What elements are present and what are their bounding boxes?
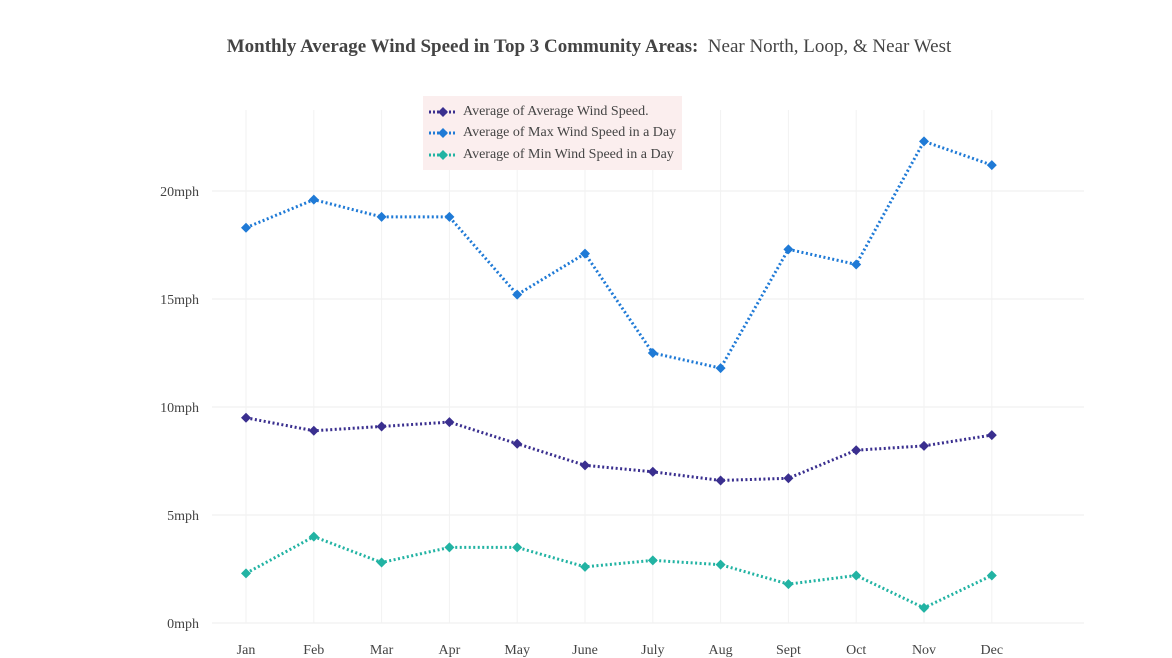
x-tick-label: July: [641, 643, 664, 658]
y-tick-label: 0mph: [167, 617, 199, 632]
chart-title: Monthly Average Wind Speed in Top 3 Comm…: [0, 36, 1172, 58]
data-point-marker: [986, 430, 997, 441]
y-axis-ticks: 0mph 5mph 10mph 15mph 20mph: [160, 185, 199, 632]
legend-swatch-average: [429, 107, 457, 117]
legend: Average of Average Wind Speed. Average o…: [423, 96, 682, 170]
data-point-marker: [444, 211, 455, 222]
legend-swatch-max: [429, 128, 457, 138]
data-point-marker: [241, 412, 251, 423]
data-point-marker: [851, 570, 862, 581]
data-point-marker: [376, 557, 387, 568]
legend-item-max[interactable]: Average of Max Wind Speed in a Day: [423, 123, 682, 143]
data-point-marker: [647, 466, 658, 477]
data-point-marker: [580, 460, 590, 471]
x-tick-label: June: [572, 643, 598, 658]
chart-title-bold: Monthly Average Wind Speed in Top 3 Comm…: [226, 36, 699, 57]
data-point-marker: [444, 417, 455, 428]
data-point-marker: [919, 136, 929, 147]
data-point-marker: [512, 542, 523, 553]
data-point-marker: [512, 438, 523, 449]
data-point-marker: [241, 568, 251, 579]
data-point-marker: [783, 579, 794, 590]
data-point-marker: [647, 555, 658, 566]
y-tick-label: 20mph: [160, 185, 199, 200]
series-line: [245, 139, 993, 370]
x-tick-label: Mar: [370, 643, 394, 658]
data-point-marker: [647, 348, 658, 358]
data-point-marker: [512, 289, 523, 300]
series-group: [241, 136, 997, 613]
x-tick-label: May: [504, 643, 530, 658]
legend-label-min: Average of Min Wind Speed in a Day: [463, 147, 674, 162]
legend-label-max: Average of Max Wind Speed in a Day: [463, 125, 677, 140]
data-point-marker: [715, 559, 726, 570]
grid-lines: [212, 110, 1084, 624]
data-point-marker: [580, 561, 590, 572]
data-point-marker: [308, 425, 319, 436]
x-tick-label: Dec: [981, 643, 1004, 658]
data-point-marker: [919, 602, 929, 613]
data-point-marker: [308, 194, 319, 205]
data-point-marker: [919, 440, 929, 451]
legend-item-min[interactable]: Average of Min Wind Speed in a Day: [423, 145, 682, 165]
legend-item-average[interactable]: Average of Average Wind Speed.: [423, 102, 682, 122]
x-tick-label: Feb: [303, 643, 324, 658]
series-line: [245, 535, 993, 610]
data-point-marker: [580, 248, 590, 259]
legend-swatch-min: [429, 150, 457, 160]
x-tick-label: Nov: [912, 643, 936, 658]
x-axis-ticks: Jan Feb Mar Apr May June July Aug Sept Oct Nov Dec: [237, 643, 1003, 658]
series-2: [241, 531, 997, 613]
y-tick-label: 5mph: [167, 509, 199, 524]
x-tick-label: Sept: [776, 643, 801, 658]
series-1: [241, 136, 997, 374]
legend-label-average: Average of Average Wind Speed.: [463, 104, 649, 119]
series-line: [245, 416, 993, 482]
data-point-marker: [986, 570, 997, 581]
data-point-marker: [376, 421, 387, 432]
data-point-marker: [308, 531, 319, 542]
data-point-marker: [715, 363, 726, 374]
x-tick-label: Oct: [846, 643, 866, 658]
data-point-marker: [851, 445, 862, 456]
data-point-marker: [783, 244, 794, 255]
x-tick-label: Aug: [709, 643, 733, 658]
data-point-marker: [444, 542, 455, 553]
series-0: [241, 412, 997, 486]
data-point-marker: [986, 160, 997, 171]
x-tick-label: Apr: [439, 643, 461, 658]
data-point-marker: [851, 259, 862, 270]
x-tick-label: Jan: [237, 643, 256, 658]
chart-title-regular: Near North, Loop, & Near West: [707, 36, 952, 57]
data-point-marker: [783, 473, 794, 484]
y-tick-label: 10mph: [160, 401, 199, 416]
data-point-marker: [376, 211, 387, 222]
data-point-marker: [715, 475, 726, 486]
data-point-marker: [241, 222, 251, 233]
y-tick-label: 15mph: [160, 293, 199, 308]
